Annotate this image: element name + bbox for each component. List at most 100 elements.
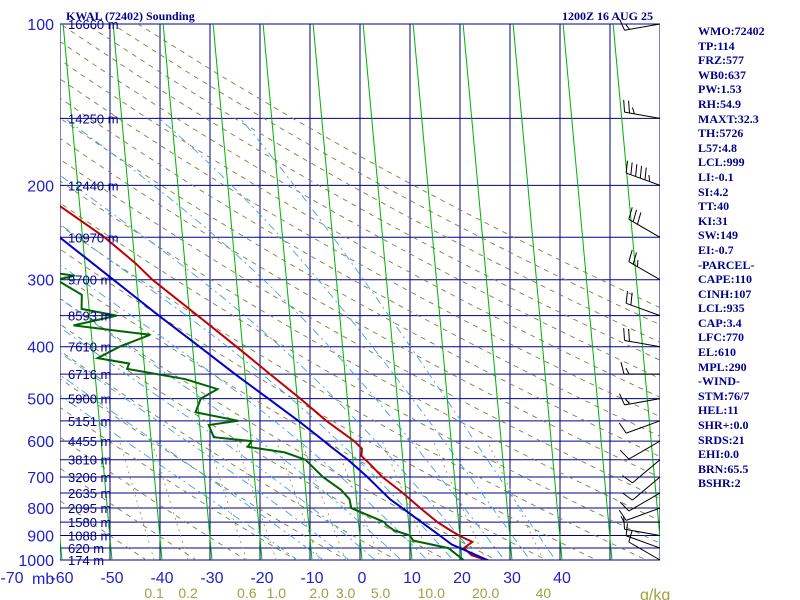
mixing-ratio-line xyxy=(119,440,155,560)
pressure-tick-label: 800 xyxy=(27,501,54,518)
wind-barb-flag xyxy=(622,475,633,484)
height-label: 10970 m xyxy=(68,230,119,245)
wind-barb-staff xyxy=(628,492,661,512)
dewpoint-line xyxy=(60,272,466,560)
height-label: 3810 m xyxy=(68,453,111,468)
pressure-tick-label: 1000 xyxy=(18,553,54,570)
axis-unit-label: mb xyxy=(32,571,54,588)
wind-barb xyxy=(622,476,661,501)
height-label: 16660 m xyxy=(68,17,119,32)
moist-adiabat xyxy=(60,223,454,560)
wind-barbs xyxy=(618,18,661,561)
index-item: EHI:0.0 xyxy=(698,447,740,462)
dry-adiabat xyxy=(60,272,548,560)
height-label: 7610 m xyxy=(68,340,111,355)
wind-barb-staff xyxy=(624,398,661,406)
moist-adiabat xyxy=(60,352,350,560)
wind-barb xyxy=(618,420,661,434)
index-item: -WIND- xyxy=(698,374,740,389)
wind-barb-flag xyxy=(625,23,630,30)
wind-barb xyxy=(619,492,661,512)
sounding-title: KWAL (72402) Sounding xyxy=(66,9,195,23)
dry-adiabat xyxy=(60,436,248,560)
wind-barb-flag xyxy=(619,393,626,406)
temperature-tick-label: -40 xyxy=(150,570,173,587)
index-item: WMO:72402 xyxy=(698,24,765,38)
moist-adiabat xyxy=(60,298,402,560)
isotherms xyxy=(0,24,660,571)
wind-barb-staff xyxy=(626,535,661,549)
mixing-ratio-line xyxy=(334,440,382,560)
wind-barb-flag xyxy=(635,164,638,177)
index-item: SI:4.2 xyxy=(698,184,729,199)
temperature-tick-label: -70 xyxy=(0,570,23,587)
height-label: 14250 m xyxy=(68,111,119,126)
dry-adiabat xyxy=(60,323,448,560)
index-item: WB0:637 xyxy=(698,67,746,82)
moist-adiabat xyxy=(60,394,299,560)
wind-barb-flag xyxy=(630,292,633,306)
height-label: 3206 m xyxy=(68,470,111,485)
moist-adiabats xyxy=(60,118,556,560)
isotherm xyxy=(462,24,513,560)
isotherm xyxy=(60,532,63,560)
height-label: 8593 m xyxy=(68,309,111,324)
index-item: CAPE:110 xyxy=(698,272,752,287)
index-item: MPL:290 xyxy=(698,359,747,374)
isotherm xyxy=(62,24,113,560)
mixing-ratio-line xyxy=(432,440,487,560)
wind-barb-flag xyxy=(618,422,627,434)
index-item: LFC:770 xyxy=(698,330,744,345)
moist-adiabat xyxy=(60,326,376,560)
wind-barb-flag xyxy=(622,492,633,501)
mixing-ratio-label: 40 xyxy=(536,585,552,600)
wind-barb-staff xyxy=(628,440,661,460)
temperature-tick-label: -50 xyxy=(100,570,123,587)
sounding-series xyxy=(60,204,490,560)
index-item: SHR+:0.0 xyxy=(698,418,749,433)
dry-adiabat xyxy=(60,97,660,437)
mixing-ratio-label: 0.2 xyxy=(178,585,198,600)
wind-barb-flag xyxy=(632,107,635,115)
height-label: 1088 m xyxy=(68,528,111,543)
isotherm xyxy=(212,24,263,560)
mixing-ratio-label: 1.0 xyxy=(267,585,287,600)
height-label: 9700 m xyxy=(68,273,111,288)
temperature-tick-label: 0 xyxy=(358,570,367,587)
mixing-ratio-line xyxy=(235,440,277,560)
isotherm xyxy=(0,24,13,571)
wind-barb-flag xyxy=(628,100,630,114)
mixing-ratio-label: 2.0 xyxy=(309,585,329,600)
index-item: LCL:999 xyxy=(698,155,745,170)
wind-barb-flag xyxy=(648,174,651,182)
isotherm xyxy=(162,24,213,560)
isotherm xyxy=(112,24,163,560)
moist-adiabat xyxy=(159,118,531,560)
wind-barb-staff xyxy=(626,507,661,521)
temperature-tick-label: -20 xyxy=(250,570,273,587)
mixing-ratio-label: 5.0 xyxy=(371,585,391,600)
sounding-datetime: 1200Z 16 AUG 25 xyxy=(562,9,654,23)
wind-barb-flag xyxy=(620,362,625,375)
height-label: 12440 m xyxy=(68,178,119,193)
wind-barb-flag xyxy=(625,290,628,304)
wind-barb-flag xyxy=(644,167,647,180)
wind-barb-flag xyxy=(639,165,643,179)
isotherm xyxy=(512,24,563,560)
mixing-ratio-label: 20.0 xyxy=(472,585,499,600)
height-label: 620 m xyxy=(68,541,104,556)
wind-barb xyxy=(623,99,661,119)
wind-barb-staff xyxy=(624,23,661,31)
index-item: BSHR:2 xyxy=(698,476,741,491)
pressure-tick-labels: 100 200 300 400 500 600 700 800 900 1000 xyxy=(18,17,54,570)
wind-barb-flag xyxy=(620,515,625,523)
index-item: TT:40 xyxy=(698,199,730,214)
wind-barb-flag xyxy=(618,509,627,521)
pressure-tick-label: 500 xyxy=(27,392,54,409)
index-item: RH:54.9 xyxy=(698,96,741,111)
height-label: 2635 m xyxy=(68,486,111,501)
wind-barb-flag xyxy=(632,252,638,265)
isotherm xyxy=(362,24,413,560)
wind-barb xyxy=(623,328,661,348)
mixing-ratio-line xyxy=(300,440,347,560)
